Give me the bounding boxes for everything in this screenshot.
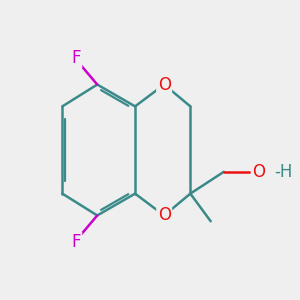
Text: O: O — [252, 163, 265, 181]
Text: O: O — [158, 76, 171, 94]
Text: F: F — [71, 232, 81, 250]
Text: F: F — [71, 50, 81, 68]
Text: -H: -H — [274, 163, 292, 181]
Text: O: O — [158, 206, 171, 224]
